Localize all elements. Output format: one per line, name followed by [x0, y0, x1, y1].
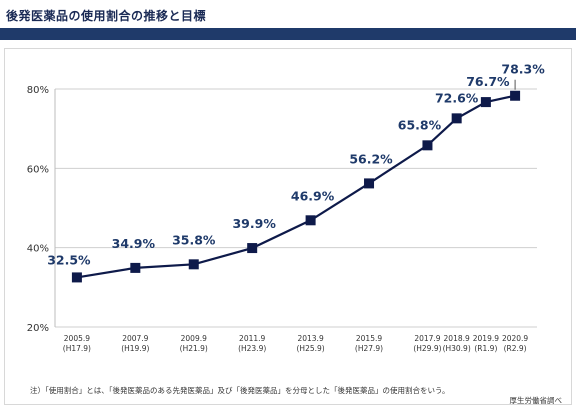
data-point-marker [247, 243, 258, 254]
data-label: 35.8% [172, 232, 216, 247]
data-point-marker [510, 90, 521, 101]
x-tick-label: 2018.9 [444, 334, 470, 343]
x-tick-sublabel: (H17.9) [63, 344, 91, 353]
data-label: 65.8% [398, 117, 442, 132]
x-tick-label: 2017.9 [414, 334, 440, 343]
x-tick-sublabel: (H25.9) [297, 344, 325, 353]
data-label: 78.3% [501, 62, 545, 77]
x-tick-sublabel: (H29.9) [413, 344, 441, 353]
x-tick-sublabel: (H23.9) [238, 344, 266, 353]
data-point-marker [364, 178, 375, 189]
data-label: 56.2% [349, 151, 393, 166]
x-tick-sublabel: (H30.9) [443, 344, 471, 353]
y-tick-label: 20% [27, 323, 49, 334]
page-title: 後発医薬品の使用割合の推移と目標 [6, 9, 207, 23]
x-tick-label: 2009.9 [181, 334, 207, 343]
x-tick-label: 2020.9 [502, 334, 528, 343]
x-tick-sublabel: (H27.9) [355, 344, 383, 353]
footnote: 注）「使用割合」とは、「後発医薬品のある先発医薬品」及び「後発医薬品」を分母とし… [30, 386, 450, 395]
x-tick-label: 2013.9 [297, 334, 323, 343]
data-point-marker [305, 215, 316, 226]
source-note: 厚生労働省調べ [509, 396, 563, 405]
y-tick-label: 60% [27, 164, 49, 175]
data-label: 76.7% [466, 74, 510, 89]
data-label: 46.9% [291, 188, 335, 203]
line-chart: 20% 40% 60% 80% 2005.9(H17.9) 2007.9(H19.9) 20… [27, 62, 545, 353]
data-label: 72.6% [435, 90, 479, 105]
y-tick-label: 80% [27, 85, 49, 96]
x-tick-label: 2005.9 [64, 334, 90, 343]
x-tick-sublabel: (R1.9) [474, 344, 497, 353]
data-point-marker [130, 262, 141, 273]
data-point-marker [422, 140, 433, 151]
data-label: 32.5% [47, 252, 91, 267]
x-tick-label: 2015.9 [356, 334, 382, 343]
x-tick-label: 2007.9 [122, 334, 148, 343]
data-point-marker [71, 272, 82, 283]
data-label: 39.9% [232, 216, 276, 231]
data-point-marker [480, 97, 491, 108]
y-tick-label: 40% [27, 244, 49, 255]
x-tick-sublabel: (R2.9) [504, 344, 527, 353]
chart-frame: 20% 40% 60% 80% 2005.9 (H17.9) 2007.9 (H19.9) 20… [4, 48, 572, 405]
x-tick-label: 2019.9 [473, 334, 499, 343]
x-tick-sublabel: (H21.9) [180, 344, 208, 353]
x-tick-label: 2011.9 [239, 334, 265, 343]
series-line [76, 94, 516, 279]
data-label: 34.9% [112, 236, 156, 251]
x-tick-sublabel: (H19.9) [121, 344, 149, 353]
data-point-marker [188, 259, 199, 270]
title-bar [0, 28, 576, 40]
data-point-marker [451, 113, 462, 124]
